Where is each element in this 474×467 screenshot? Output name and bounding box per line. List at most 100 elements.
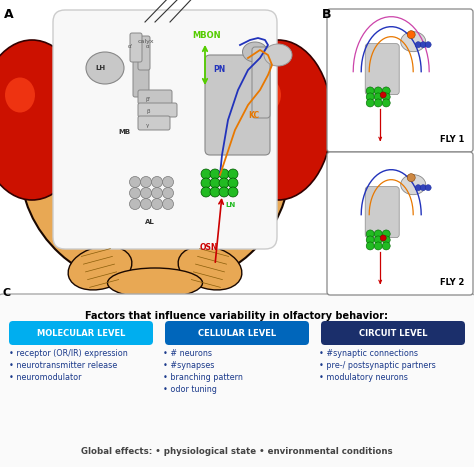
FancyBboxPatch shape (327, 152, 473, 295)
FancyBboxPatch shape (138, 103, 177, 117)
Circle shape (219, 178, 229, 188)
Ellipse shape (108, 268, 202, 298)
Circle shape (228, 169, 238, 179)
Ellipse shape (0, 40, 86, 200)
Circle shape (140, 187, 152, 198)
Text: • neuromodulator: • neuromodulator (9, 373, 82, 382)
Ellipse shape (401, 175, 426, 195)
Text: • odor tuning: • odor tuning (163, 385, 217, 394)
Circle shape (228, 187, 238, 197)
Text: LN: LN (225, 202, 235, 208)
Ellipse shape (86, 52, 124, 84)
Circle shape (219, 187, 229, 197)
Circle shape (380, 92, 386, 98)
Circle shape (201, 178, 211, 188)
Text: CIRCUIT LEVEL: CIRCUIT LEVEL (359, 328, 427, 338)
Ellipse shape (243, 42, 267, 62)
Text: α: α (146, 44, 150, 50)
Text: • branching pattern: • branching pattern (163, 373, 243, 382)
FancyBboxPatch shape (9, 321, 153, 345)
Text: PN: PN (213, 65, 225, 75)
Text: β': β' (146, 97, 151, 101)
Circle shape (415, 184, 421, 191)
Circle shape (374, 87, 382, 95)
Circle shape (366, 99, 374, 107)
Text: AL: AL (145, 219, 155, 225)
Text: • pre-/ postsynaptic partners: • pre-/ postsynaptic partners (319, 361, 436, 370)
Text: MOLECULAR LEVEL: MOLECULAR LEVEL (37, 328, 125, 338)
Ellipse shape (68, 246, 132, 290)
Circle shape (140, 177, 152, 187)
Circle shape (152, 177, 163, 187)
Text: LH: LH (95, 65, 105, 71)
Circle shape (382, 87, 390, 95)
Circle shape (382, 99, 390, 107)
Circle shape (382, 93, 390, 101)
Text: γ: γ (146, 122, 150, 127)
FancyBboxPatch shape (133, 48, 149, 97)
Circle shape (382, 242, 390, 250)
Circle shape (152, 187, 163, 198)
Text: Factors that influence variability in olfactory behavior:: Factors that influence variability in ol… (85, 311, 389, 321)
Text: MB: MB (118, 129, 130, 135)
Circle shape (415, 42, 421, 48)
Circle shape (163, 198, 173, 210)
Text: • #synapses: • #synapses (163, 361, 214, 370)
Circle shape (129, 177, 140, 187)
Circle shape (366, 242, 374, 250)
Circle shape (407, 31, 415, 39)
Text: • receptor (OR/IR) expression: • receptor (OR/IR) expression (9, 349, 128, 358)
Text: Global effects: • physiological state • environmental conditions: Global effects: • physiological state • … (81, 447, 393, 456)
FancyBboxPatch shape (365, 43, 399, 95)
Circle shape (140, 198, 152, 210)
Circle shape (366, 93, 374, 101)
Circle shape (201, 169, 211, 179)
FancyBboxPatch shape (138, 36, 150, 70)
Text: B: B (322, 8, 331, 21)
Circle shape (382, 236, 390, 244)
Circle shape (366, 230, 374, 238)
FancyBboxPatch shape (327, 9, 473, 152)
Circle shape (425, 184, 431, 191)
Circle shape (152, 198, 163, 210)
Circle shape (201, 187, 211, 197)
Circle shape (219, 169, 229, 179)
Ellipse shape (20, 40, 290, 290)
Text: β: β (146, 109, 150, 114)
Ellipse shape (251, 78, 281, 113)
Circle shape (374, 236, 382, 244)
Circle shape (366, 236, 374, 244)
Circle shape (420, 184, 426, 191)
Circle shape (210, 169, 220, 179)
Circle shape (210, 187, 220, 197)
Text: A: A (4, 8, 14, 21)
Text: MBON: MBON (192, 30, 220, 40)
Circle shape (374, 93, 382, 101)
Text: C: C (3, 288, 11, 298)
Text: • #synaptic connections: • #synaptic connections (319, 349, 418, 358)
Circle shape (374, 242, 382, 250)
FancyBboxPatch shape (205, 55, 270, 155)
Circle shape (210, 178, 220, 188)
Text: KC: KC (248, 111, 259, 120)
Text: FLY 2: FLY 2 (439, 278, 464, 287)
FancyBboxPatch shape (365, 187, 399, 238)
Text: OSN: OSN (200, 243, 219, 253)
Bar (0, 0, 325, 298)
FancyBboxPatch shape (138, 116, 170, 130)
Circle shape (374, 230, 382, 238)
Text: CELLULAR LEVEL: CELLULAR LEVEL (198, 328, 276, 338)
FancyBboxPatch shape (53, 10, 277, 249)
FancyBboxPatch shape (0, 294, 474, 467)
Circle shape (163, 177, 173, 187)
Text: • neurotransmitter release: • neurotransmitter release (9, 361, 117, 370)
Text: • # neurons: • # neurons (163, 349, 212, 358)
Circle shape (228, 178, 238, 188)
Text: FLY 1: FLY 1 (439, 135, 464, 144)
FancyBboxPatch shape (321, 321, 465, 345)
Circle shape (374, 99, 382, 107)
Circle shape (366, 87, 374, 95)
Ellipse shape (264, 44, 292, 66)
FancyBboxPatch shape (252, 47, 270, 118)
Circle shape (382, 230, 390, 238)
